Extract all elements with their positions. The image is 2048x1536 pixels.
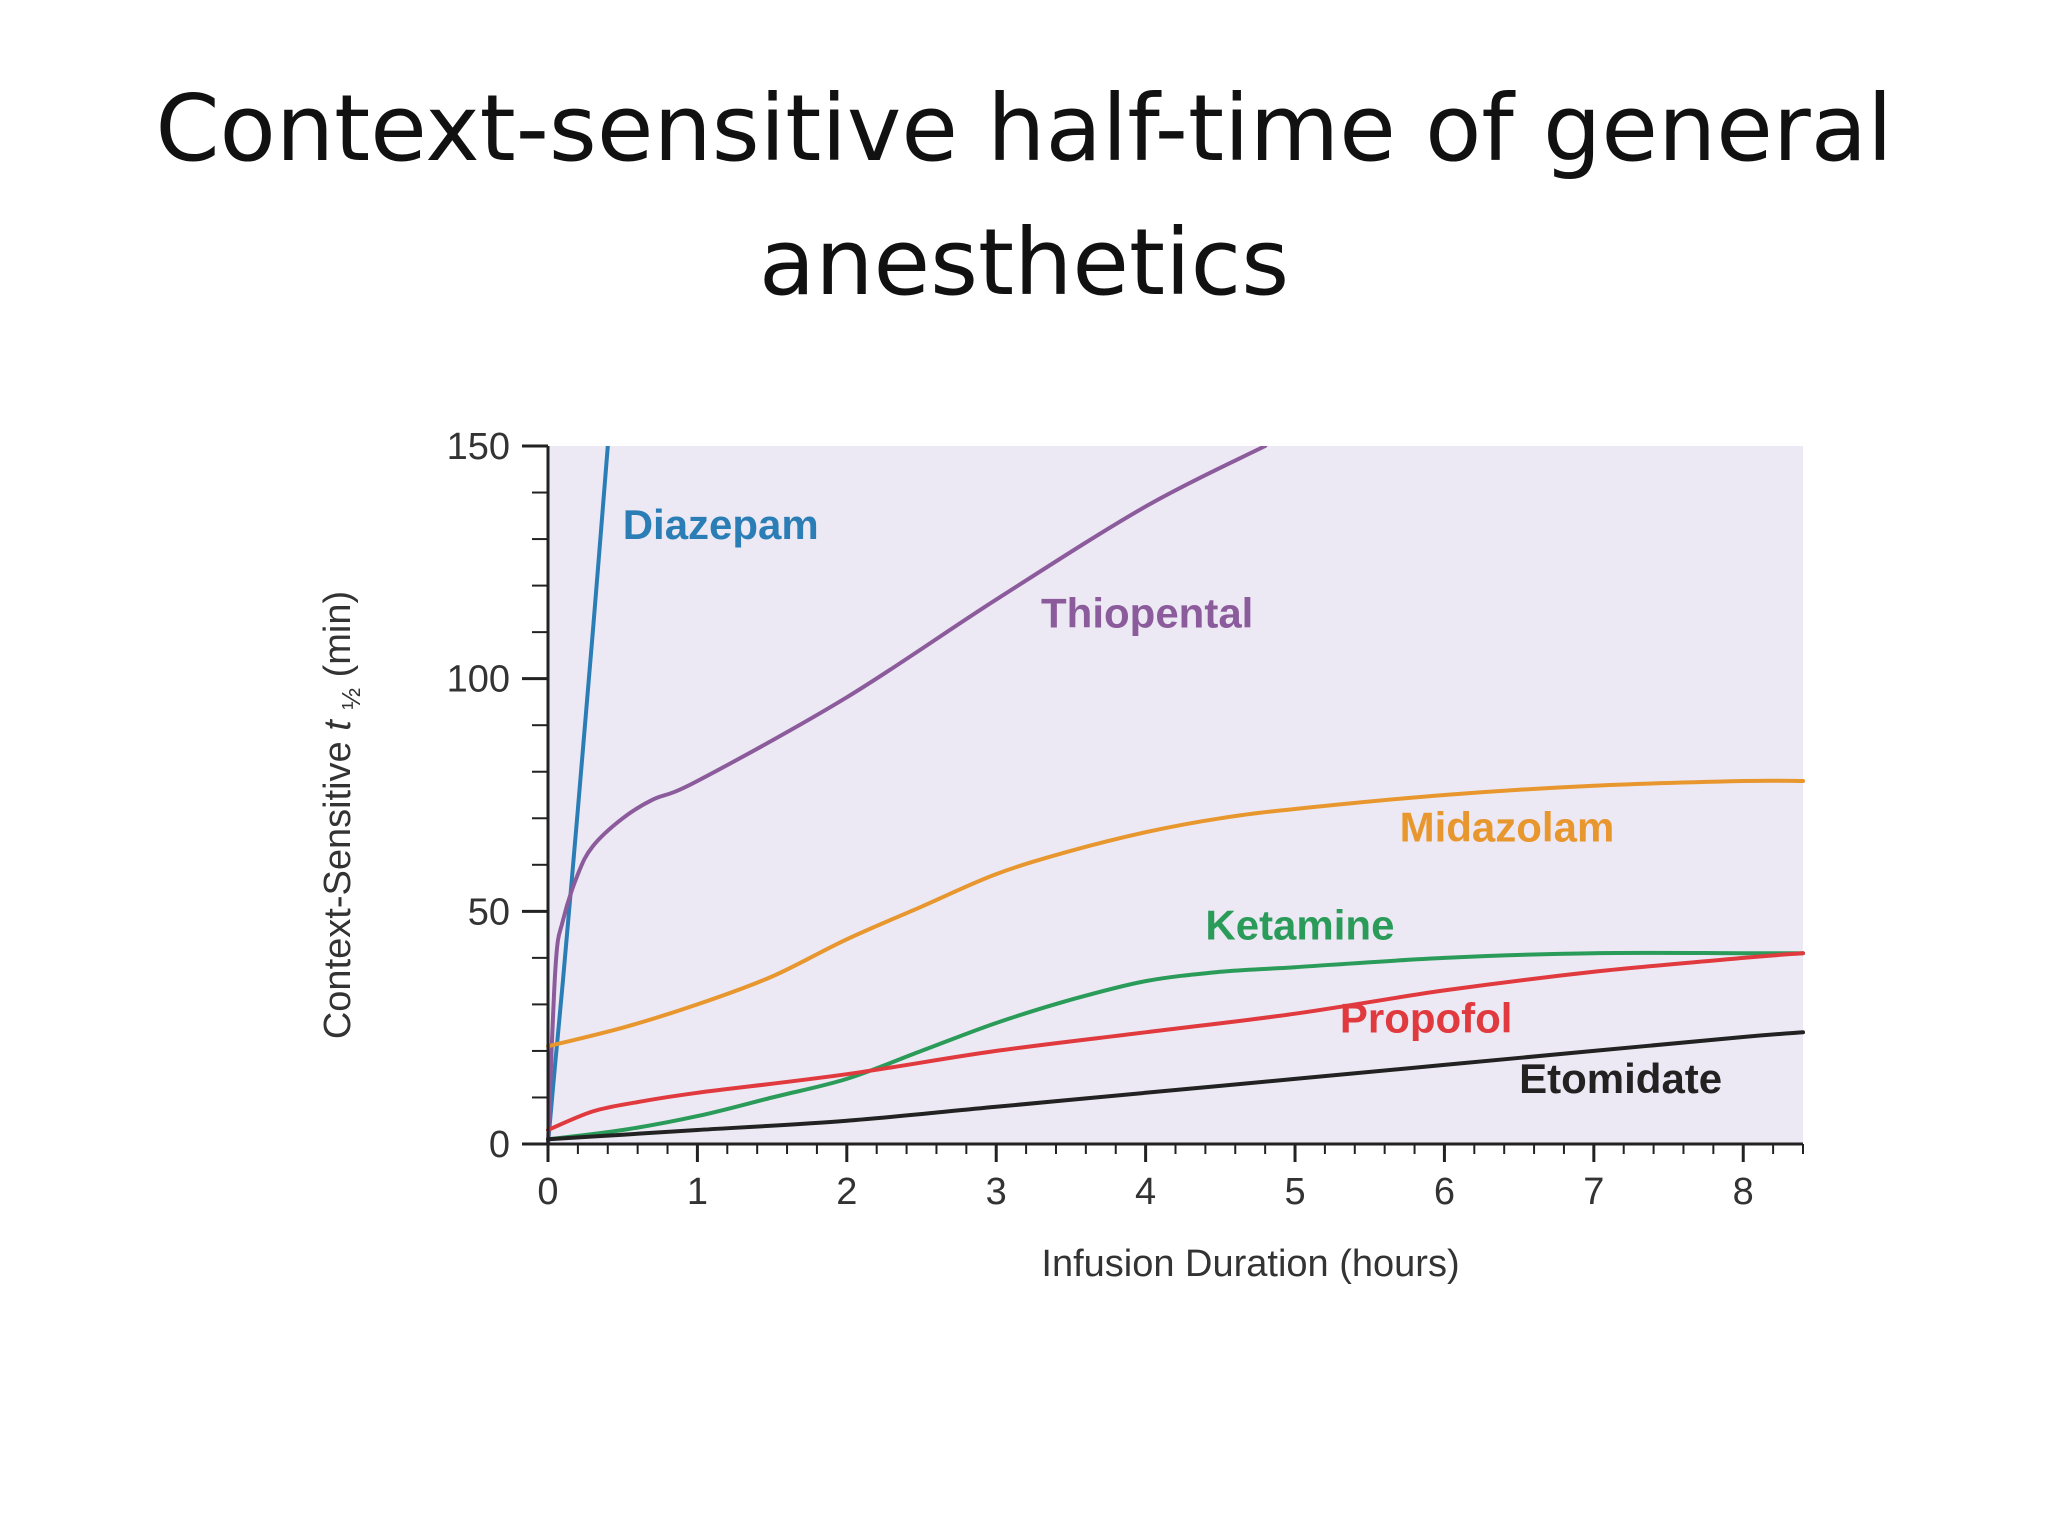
series-label-thiopental: Thiopental bbox=[1041, 589, 1253, 636]
series-lines bbox=[546, 446, 1805, 1146]
x-axis-label: Infusion Duration (hours) bbox=[1041, 1243, 1459, 1285]
x-tick-label: 7 bbox=[1583, 1171, 1604, 1213]
y-axis-label-subscript: ½ bbox=[336, 688, 366, 710]
y-axis-label-prefix: Context-Sensitive bbox=[317, 731, 359, 1039]
y-tick-label: 100 bbox=[447, 659, 510, 701]
x-tick-label: 6 bbox=[1434, 1171, 1455, 1213]
series-line-midazolam bbox=[546, 778, 1805, 1049]
series-line-diazepam bbox=[546, 446, 610, 1146]
y-tick-label: 50 bbox=[468, 891, 510, 933]
y-tick-label: 0 bbox=[489, 1124, 510, 1166]
x-tick-label: 2 bbox=[836, 1171, 857, 1213]
y-axis-label-symbol: t bbox=[317, 719, 359, 731]
slide-title-line-1: Context-sensitive half-time of general bbox=[155, 75, 1893, 182]
series-labels: Diazepam Thiopental Midazolam Ketamine Propo… bbox=[623, 501, 1722, 1102]
series-line-ketamine bbox=[546, 950, 1805, 1142]
series-line-etomidate bbox=[546, 1030, 1805, 1142]
x-tick-label: 0 bbox=[537, 1171, 558, 1213]
x-tick-label: 3 bbox=[986, 1171, 1007, 1213]
x-tick-label: 1 bbox=[687, 1171, 708, 1213]
series-line-propofol bbox=[546, 951, 1805, 1132]
series-label-midazolam: Midazolam bbox=[1400, 804, 1615, 851]
axes: 0 50 100 150 0 1 2 3 4 5 6 7 8 bbox=[447, 426, 1804, 1213]
slide-title-line-2: anesthetics bbox=[758, 209, 1290, 316]
series-label-ketamine: Ketamine bbox=[1205, 901, 1394, 948]
x-tick-label: 4 bbox=[1135, 1171, 1156, 1213]
plot-area bbox=[548, 446, 1803, 1144]
series-line-thiopental bbox=[546, 446, 1268, 1146]
y-tick-label: 150 bbox=[447, 426, 510, 468]
series-label-etomidate: Etomidate bbox=[1519, 1055, 1722, 1102]
y-axis-label-suffix: (min) bbox=[317, 591, 359, 678]
x-tick-label: 8 bbox=[1733, 1171, 1754, 1213]
y-axis-label: Context-Sensitive t ½ (min) bbox=[317, 591, 369, 1039]
x-tick-label: 5 bbox=[1284, 1171, 1305, 1213]
series-label-propofol: Propofol bbox=[1340, 994, 1513, 1041]
series-label-diazepam: Diazepam bbox=[623, 501, 819, 548]
slide-title: Context-sensitive half-time of general a… bbox=[0, 62, 2048, 330]
